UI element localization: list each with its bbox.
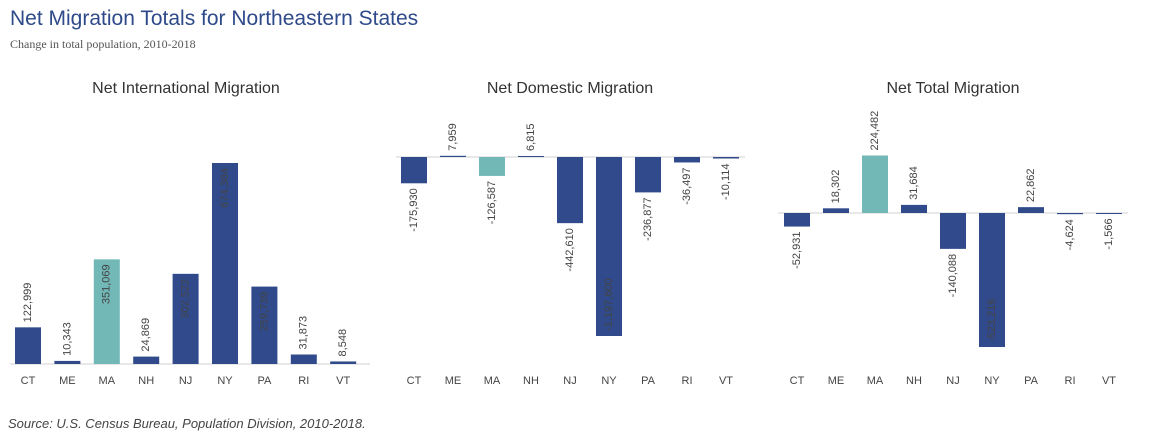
data-label: 8,548 bbox=[337, 329, 349, 357]
chart-title: Net Total Migration bbox=[886, 80, 1019, 97]
bar-VT bbox=[1096, 213, 1122, 214]
data-label: 10,343 bbox=[61, 322, 73, 356]
category-label: RI bbox=[682, 375, 693, 387]
data-label: 31,684 bbox=[908, 166, 920, 200]
chart-2: Net Domestic Migration -175,930 CT 7,959 ME -… bbox=[396, 80, 745, 387]
data-label: 224,482 bbox=[869, 111, 881, 151]
data-label: 6,815 bbox=[525, 123, 537, 151]
page-subtitle: Change in total population, 2010-2018 bbox=[10, 37, 196, 51]
data-label: -10,114 bbox=[720, 164, 732, 201]
bar-ME bbox=[823, 208, 849, 213]
data-label: -126,587 bbox=[486, 181, 498, 224]
data-label: -36,497 bbox=[681, 167, 693, 204]
category-label: CT bbox=[407, 375, 422, 387]
category-label: CT bbox=[21, 375, 36, 387]
data-label: 351,069 bbox=[101, 264, 113, 304]
bar-CT bbox=[401, 157, 427, 184]
bar-RI bbox=[674, 157, 700, 163]
data-label: -52,931 bbox=[791, 232, 803, 269]
bar-NJ bbox=[557, 157, 583, 224]
data-label: 7,959 bbox=[447, 123, 459, 151]
bar-NH bbox=[133, 356, 160, 364]
page-title: Net Migration Totals for Northeastern St… bbox=[10, 7, 419, 30]
chart-1: Net International Migration 122,999 CT 10,3… bbox=[10, 80, 370, 387]
bar-VT bbox=[713, 157, 739, 159]
category-label: RI bbox=[298, 375, 309, 387]
category-label: NY bbox=[984, 375, 1000, 387]
category-label: CT bbox=[790, 375, 805, 387]
data-label: 302,522 bbox=[180, 279, 192, 319]
category-label: ME bbox=[445, 375, 462, 387]
category-label: NJ bbox=[946, 375, 959, 387]
bar-CT bbox=[15, 327, 41, 364]
category-label: MA bbox=[99, 375, 116, 387]
bar-RI bbox=[290, 354, 317, 364]
data-label: 31,873 bbox=[298, 316, 310, 350]
category-label: ME bbox=[59, 375, 76, 387]
bar-NY bbox=[979, 213, 1005, 347]
category-label: RI bbox=[1065, 375, 1076, 387]
category-label: MA bbox=[484, 375, 501, 387]
category-label: NH bbox=[138, 375, 154, 387]
source-note: Source: U.S. Census Bureau, Population D… bbox=[8, 416, 366, 431]
bar-NJ bbox=[172, 273, 199, 364]
bar-ME bbox=[440, 155, 466, 157]
bar-NH bbox=[901, 204, 927, 213]
data-label: -1,197,600 bbox=[603, 278, 615, 331]
category-label: ME bbox=[828, 375, 845, 387]
data-label: -523,216 bbox=[986, 299, 998, 342]
data-label: 674,384 bbox=[219, 168, 231, 208]
data-label: -442,610 bbox=[564, 228, 576, 271]
category-label: VT bbox=[1102, 375, 1116, 387]
category-label: PA bbox=[641, 375, 656, 387]
data-label: 18,302 bbox=[830, 170, 842, 204]
bar-PA bbox=[635, 157, 661, 193]
bar-ME bbox=[54, 360, 81, 364]
chart-3: Net Total Migration -52,931 CT 18,302 ME 224,… bbox=[778, 80, 1128, 387]
bar-PA bbox=[1018, 207, 1044, 213]
data-label: -175,930 bbox=[408, 188, 420, 231]
data-label: 24,869 bbox=[140, 318, 152, 352]
bar-NH bbox=[518, 155, 544, 157]
category-label: NH bbox=[906, 375, 922, 387]
data-label: 122,999 bbox=[22, 283, 34, 323]
data-label: 22,862 bbox=[1025, 168, 1037, 202]
category-label: VT bbox=[336, 375, 350, 387]
bar-NJ bbox=[940, 213, 966, 249]
data-label: -4,624 bbox=[1064, 219, 1076, 250]
category-label: NJ bbox=[179, 375, 192, 387]
category-label: NY bbox=[601, 375, 617, 387]
bar-MA bbox=[479, 157, 505, 176]
bar-VT bbox=[330, 361, 357, 364]
bar-MA bbox=[862, 155, 888, 213]
category-label: PA bbox=[1024, 375, 1039, 387]
bar-PA bbox=[251, 286, 278, 364]
data-label: 259,739 bbox=[258, 292, 270, 332]
data-label: -1,566 bbox=[1103, 218, 1115, 249]
bar-NY bbox=[212, 163, 238, 364]
category-label: MA bbox=[867, 375, 884, 387]
chart-title: Net International Migration bbox=[92, 80, 280, 97]
category-label: NJ bbox=[563, 375, 576, 387]
chart-title: Net Domestic Migration bbox=[487, 80, 653, 97]
data-label: -140,088 bbox=[947, 254, 959, 297]
category-label: VT bbox=[719, 375, 733, 387]
category-label: NH bbox=[523, 375, 539, 387]
bar-CT bbox=[784, 213, 810, 227]
data-label: -236,877 bbox=[642, 197, 654, 240]
category-label: PA bbox=[257, 375, 272, 387]
bar-NY bbox=[596, 157, 622, 336]
category-label: NY bbox=[217, 375, 233, 387]
bar-MA bbox=[93, 259, 120, 364]
bar-RI bbox=[1057, 213, 1083, 215]
